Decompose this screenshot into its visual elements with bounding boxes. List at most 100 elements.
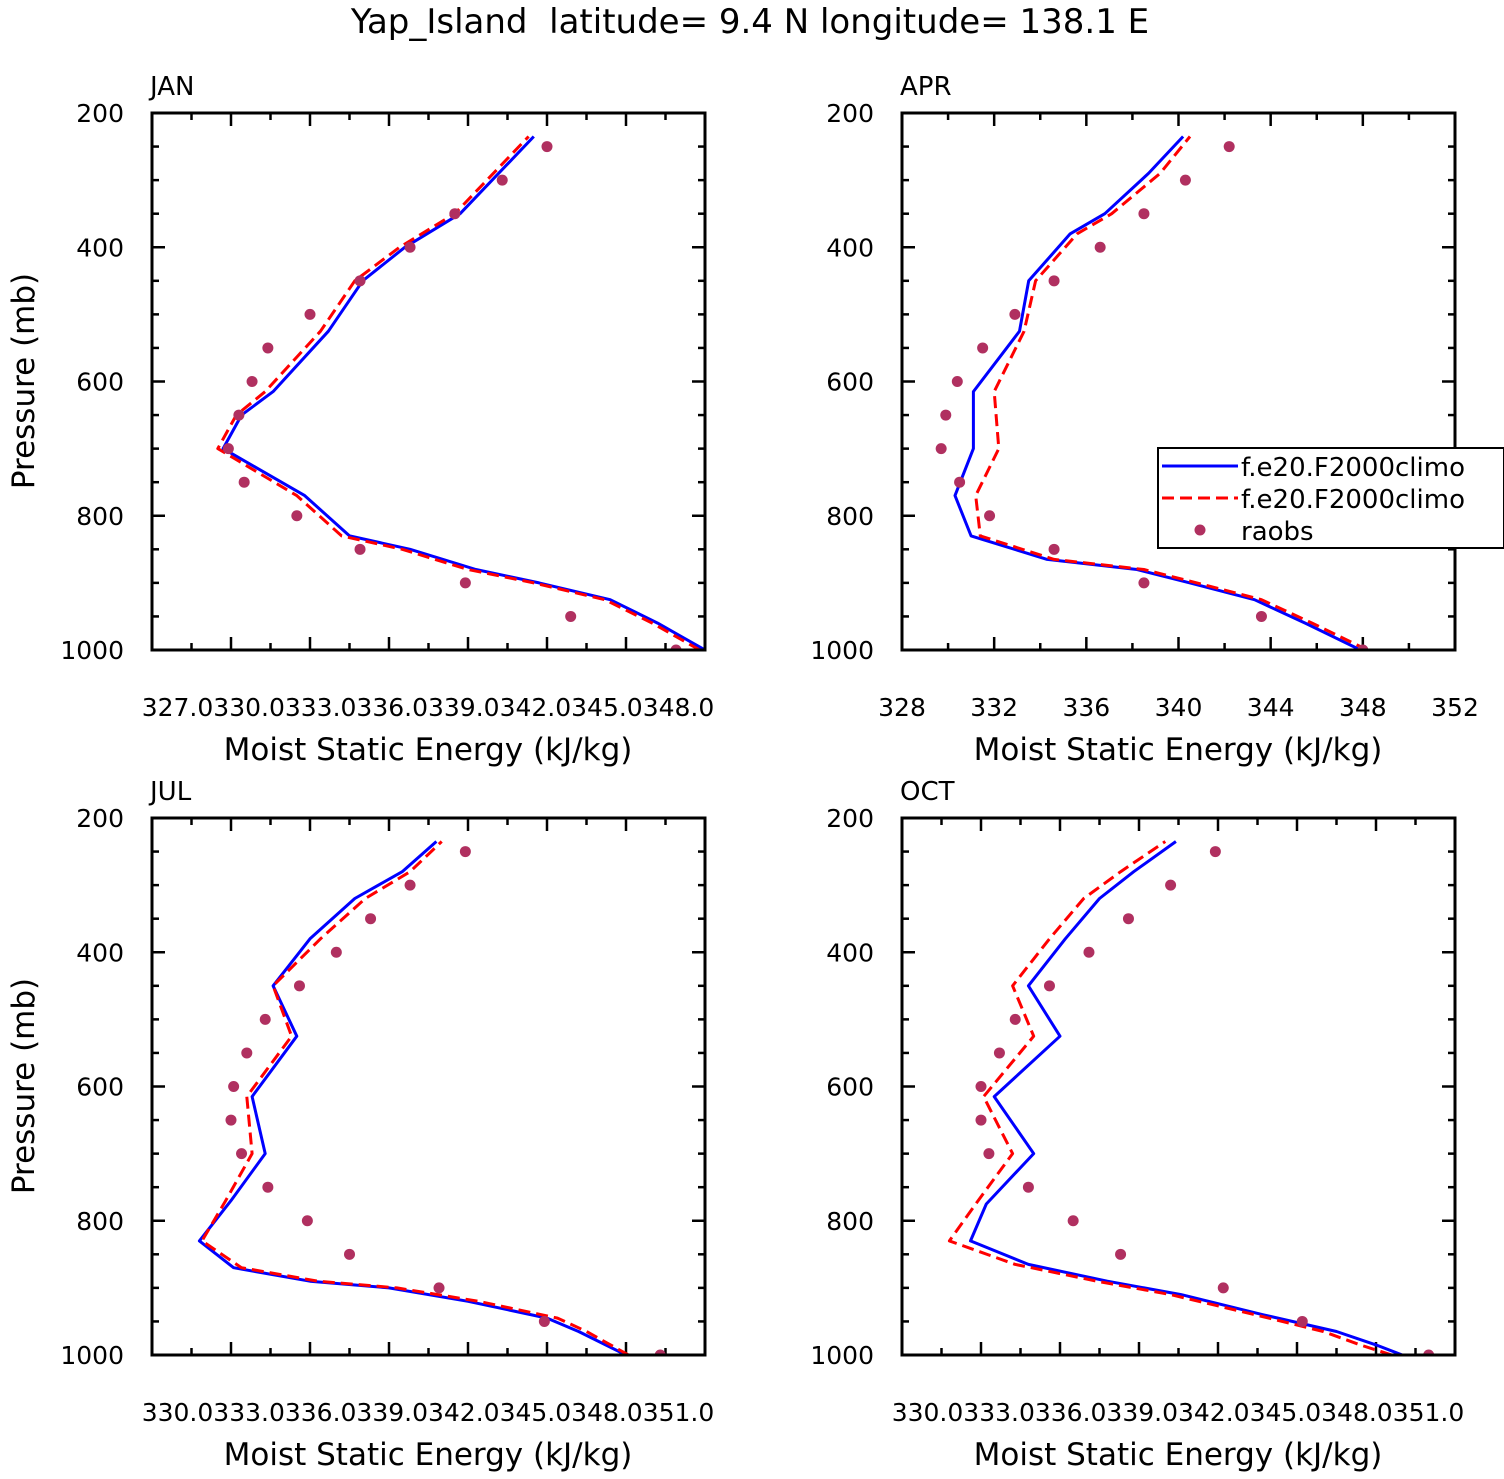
raobs-point — [365, 913, 377, 925]
y-tick-labels: 200 400 600 800 1000 — [810, 99, 874, 665]
x-tick-label: 328 — [878, 693, 926, 722]
plot-frame — [150, 111, 707, 652]
series-line-model-1 — [197, 840, 627, 1355]
plot-frame — [150, 816, 707, 1357]
raobs-point — [241, 1047, 253, 1059]
y-tick-labels: 200 400 600 800 1000 — [810, 804, 874, 1370]
plot-frame — [900, 816, 1457, 1357]
x-axis-label: Moist Static Energy (kJ/kg) — [224, 1437, 633, 1473]
y-tick-label: 600 — [76, 1073, 124, 1102]
raobs-point — [1043, 980, 1055, 992]
x-tick-label: 340 — [1155, 693, 1203, 722]
figure-title: Yap_Island latitude= 9.4 N longitude= 13… — [350, 2, 1149, 42]
y-tick-label: 200 — [826, 99, 874, 128]
y-tick-labels: 200 400 600 800 1000 — [60, 99, 124, 665]
legend-swatch-raobs — [1194, 524, 1206, 536]
raobs-point — [975, 1081, 987, 1092]
x-axis-label: Moist Static Energy (kJ/kg) — [974, 732, 1383, 768]
series-line-model-1 — [221, 135, 705, 650]
panel-title: APR — [900, 72, 952, 102]
x-tick-labels: 328 332 336 340 344 348 352 — [878, 693, 1479, 722]
raobs-point — [262, 1181, 274, 1193]
raobs-point — [330, 946, 342, 958]
y-tick-label: 1000 — [60, 636, 124, 665]
raobs-point — [1115, 1248, 1127, 1260]
plot-area — [197, 840, 666, 1355]
raobs-point — [233, 409, 245, 421]
raobs-point — [1138, 577, 1150, 589]
plot-frame — [900, 111, 1457, 652]
raobs-point — [1048, 275, 1060, 287]
x-tick-label: 352 — [1431, 693, 1479, 722]
raobs-point — [1122, 913, 1134, 925]
y-tick-label: 800 — [76, 1207, 124, 1236]
panel-title: JUL — [148, 777, 192, 807]
y-tick-label: 1000 — [810, 636, 874, 665]
raobs-point — [1296, 1315, 1308, 1327]
y-tick-label: 1000 — [810, 1341, 874, 1370]
series-line-model-2 — [974, 135, 1369, 650]
raobs-point — [246, 376, 258, 387]
y-tick-label: 400 — [76, 233, 124, 262]
raobs-point — [304, 308, 316, 320]
y-tick-label: 800 — [76, 502, 124, 531]
y-tick-label: 600 — [76, 368, 124, 397]
raobs-point — [1048, 543, 1060, 555]
legend: f.e20.F2000climo f.e20.F2000climo raobs — [1157, 447, 1504, 549]
x-tick-label: 348 — [1339, 693, 1387, 722]
raobs-point — [293, 980, 305, 992]
legend-entry-model-2: f.e20.F2000climo — [1241, 485, 1465, 515]
panel-title: JAN — [148, 72, 194, 102]
panel-jul: JUL Moist Static Energy (kJ/kg) Pressure… — [6, 777, 714, 1473]
plot-area — [216, 135, 705, 650]
raobs-point — [459, 577, 471, 589]
raobs-point — [459, 846, 471, 858]
panel-title: OCT — [900, 777, 955, 807]
series-line-model-2 — [200, 840, 630, 1355]
legend-entry-raobs: raobs — [1241, 517, 1314, 547]
x-tick-labels: 330.0333.0336.0339.0342.0345.0348.0351.0 — [892, 1398, 1465, 1427]
x-tick-labels: 330.0333.0336.0339.0342.0345.0348.0351.0 — [142, 1398, 715, 1427]
x-tick-label: 344 — [1247, 693, 1295, 722]
raobs-point — [225, 1114, 237, 1126]
raobs-point — [1138, 208, 1150, 220]
raobs-point — [433, 1282, 445, 1294]
raobs-point — [291, 510, 303, 522]
y-tick-label: 200 — [826, 804, 874, 833]
raobs-point — [975, 1114, 987, 1126]
raobs-point — [238, 476, 250, 488]
y-tick-label: 400 — [826, 938, 874, 967]
raobs-point — [354, 275, 366, 287]
raobs-point — [1255, 610, 1267, 622]
raobs-point — [977, 342, 989, 354]
axis-ticks — [150, 111, 707, 652]
x-tick-label: 336 — [1062, 693, 1110, 722]
y-tick-label: 600 — [826, 368, 874, 397]
raobs-point — [236, 1148, 248, 1160]
y-tick-labels: 200 400 600 800 1000 — [60, 804, 124, 1370]
raobs-point — [1083, 946, 1095, 958]
raobs-point — [935, 443, 947, 455]
y-axis-label: Pressure (mb) — [6, 978, 42, 1194]
raobs-point — [565, 610, 577, 622]
x-axis-label: Moist Static Energy (kJ/kg) — [974, 1437, 1383, 1473]
raobs-point — [1009, 308, 1021, 320]
y-tick-label: 400 — [826, 233, 874, 262]
y-tick-label: 400 — [76, 938, 124, 967]
y-tick-label: 800 — [826, 1207, 874, 1236]
raobs-point — [993, 1047, 1005, 1059]
series-line-model-2 — [947, 840, 1393, 1355]
plot-area — [935, 135, 1369, 650]
raobs-point — [228, 1081, 240, 1092]
raobs-point — [1009, 1013, 1021, 1025]
series-line-model-2 — [216, 135, 701, 650]
raobs-point — [1067, 1215, 1079, 1227]
raobs-point — [222, 443, 234, 455]
y-tick-label: 200 — [76, 99, 124, 128]
legend-entry-model-1: f.e20.F2000climo — [1241, 453, 1465, 483]
raobs-point — [1165, 879, 1177, 891]
raobs-point — [259, 1013, 271, 1025]
raobs-point — [1209, 846, 1221, 858]
raobs-point — [496, 174, 508, 186]
